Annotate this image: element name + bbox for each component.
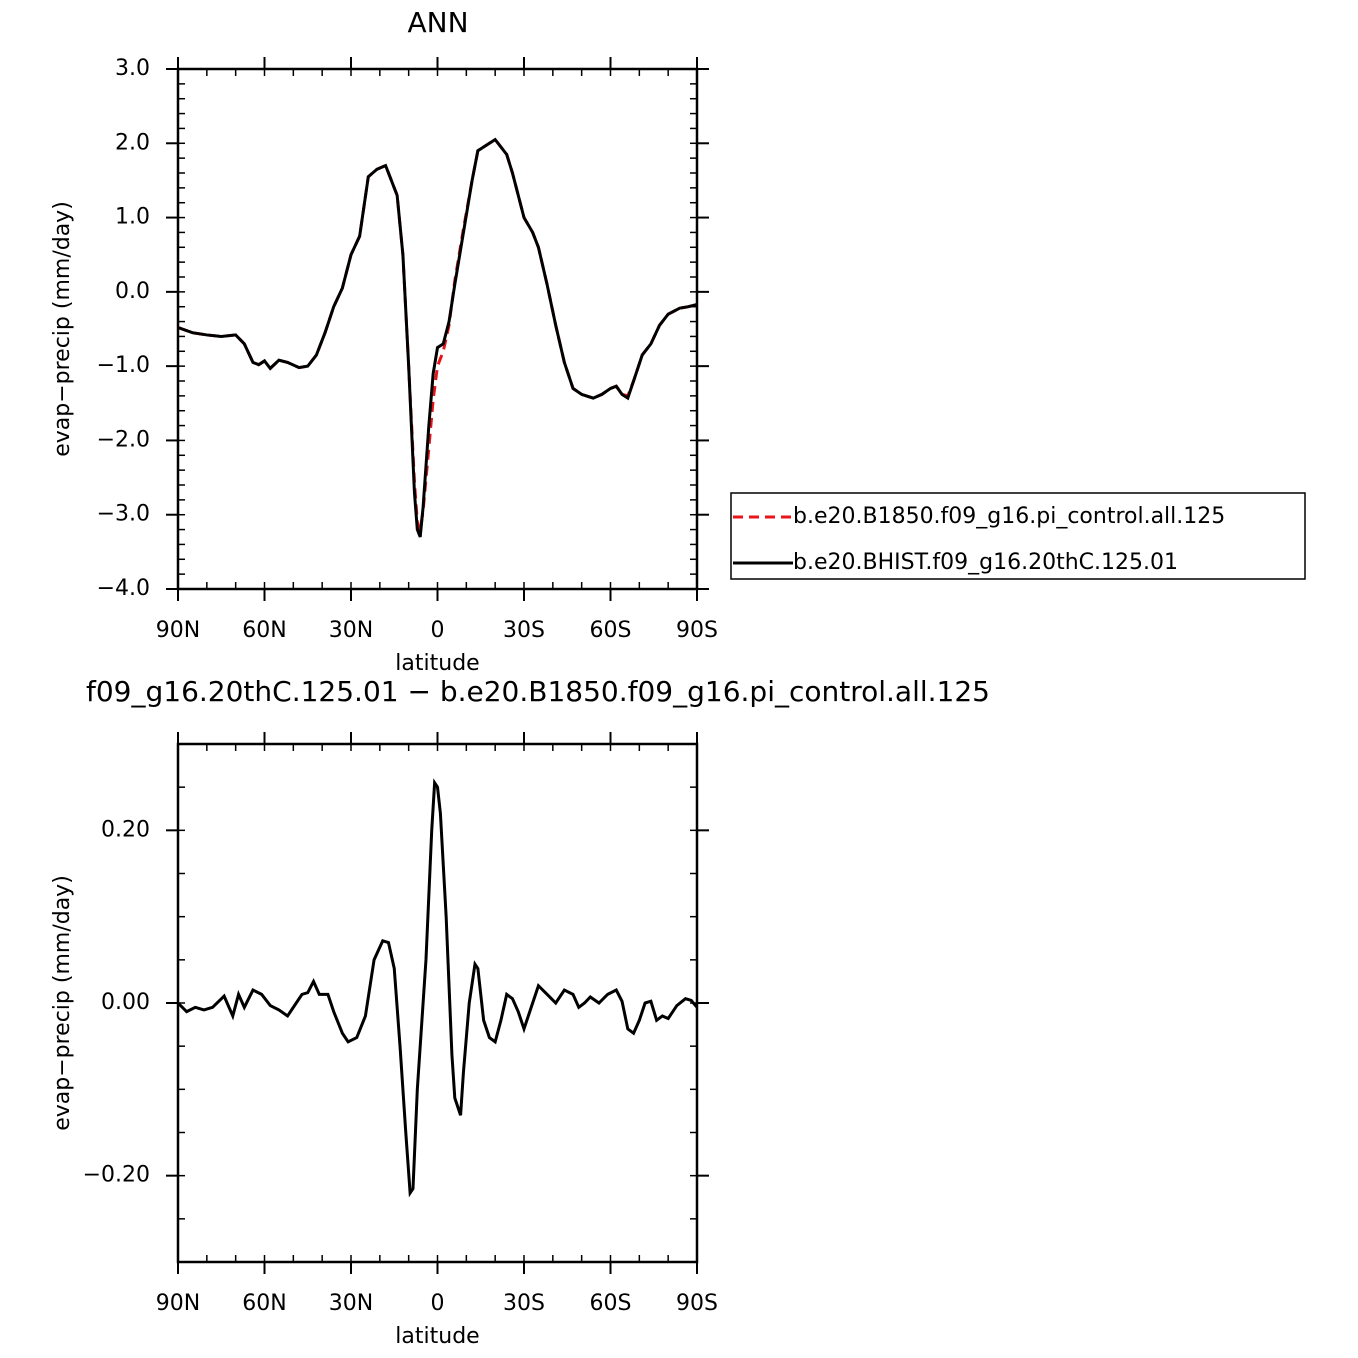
x-tick-label: 60N [242,1291,286,1316]
x-tick-label: 30N [329,1291,373,1316]
y-tick-label: 3.0 [115,56,150,81]
y-tick-label: −0.20 [83,1163,150,1188]
y-tick-label: −4.0 [97,576,150,601]
x-tick-label: 60N [242,618,286,643]
y-tick-label: 1.0 [115,205,150,230]
data-line [176,778,699,1198]
y-tick-label: 0.20 [101,817,150,842]
plot-frame [176,742,699,1264]
plot-frame [176,67,699,591]
y-tick-label: −1.0 [97,353,150,378]
chart-title: f09_g16.20thC.125.01 − b.e20.B1850.f09_g… [86,675,990,708]
x-tick-label: 90N [156,1291,200,1316]
y-tick-label: 0.00 [101,990,150,1015]
x-tick-label: 30N [329,618,373,643]
y-tick-label: 2.0 [115,130,150,155]
x-tick-label: 60S [590,1291,632,1316]
x-tick-label: 90S [676,618,718,643]
y-axis-label: evap−precip (mm/day) [50,875,75,1131]
y-tick-label: 0.0 [115,279,150,304]
y-tick-label: −3.0 [97,502,150,527]
x-tick-label: 0 [431,1291,445,1316]
data-line [177,137,698,538]
x-tick-label: 90N [156,618,200,643]
x-tick-label: 30S [503,618,545,643]
legend-label: b.e20.B1850.f09_g16.pi_control.all.125 [793,504,1225,529]
chart-title: ANN [407,6,468,39]
x-axis-label: latitude [395,651,479,676]
x-axis-label: latitude [395,1324,479,1349]
x-tick-label: 30S [503,1291,545,1316]
x-tick-label: 0 [431,618,445,643]
x-tick-label: 90S [676,1291,718,1316]
x-tick-label: 60S [590,618,632,643]
y-tick-label: −2.0 [97,427,150,452]
legend-box [730,492,1306,580]
legend-label: b.e20.BHIST.f09_g16.20thC.125.01 [793,550,1178,575]
data-line [177,137,698,536]
y-axis-label: evap−precip (mm/day) [50,201,75,457]
